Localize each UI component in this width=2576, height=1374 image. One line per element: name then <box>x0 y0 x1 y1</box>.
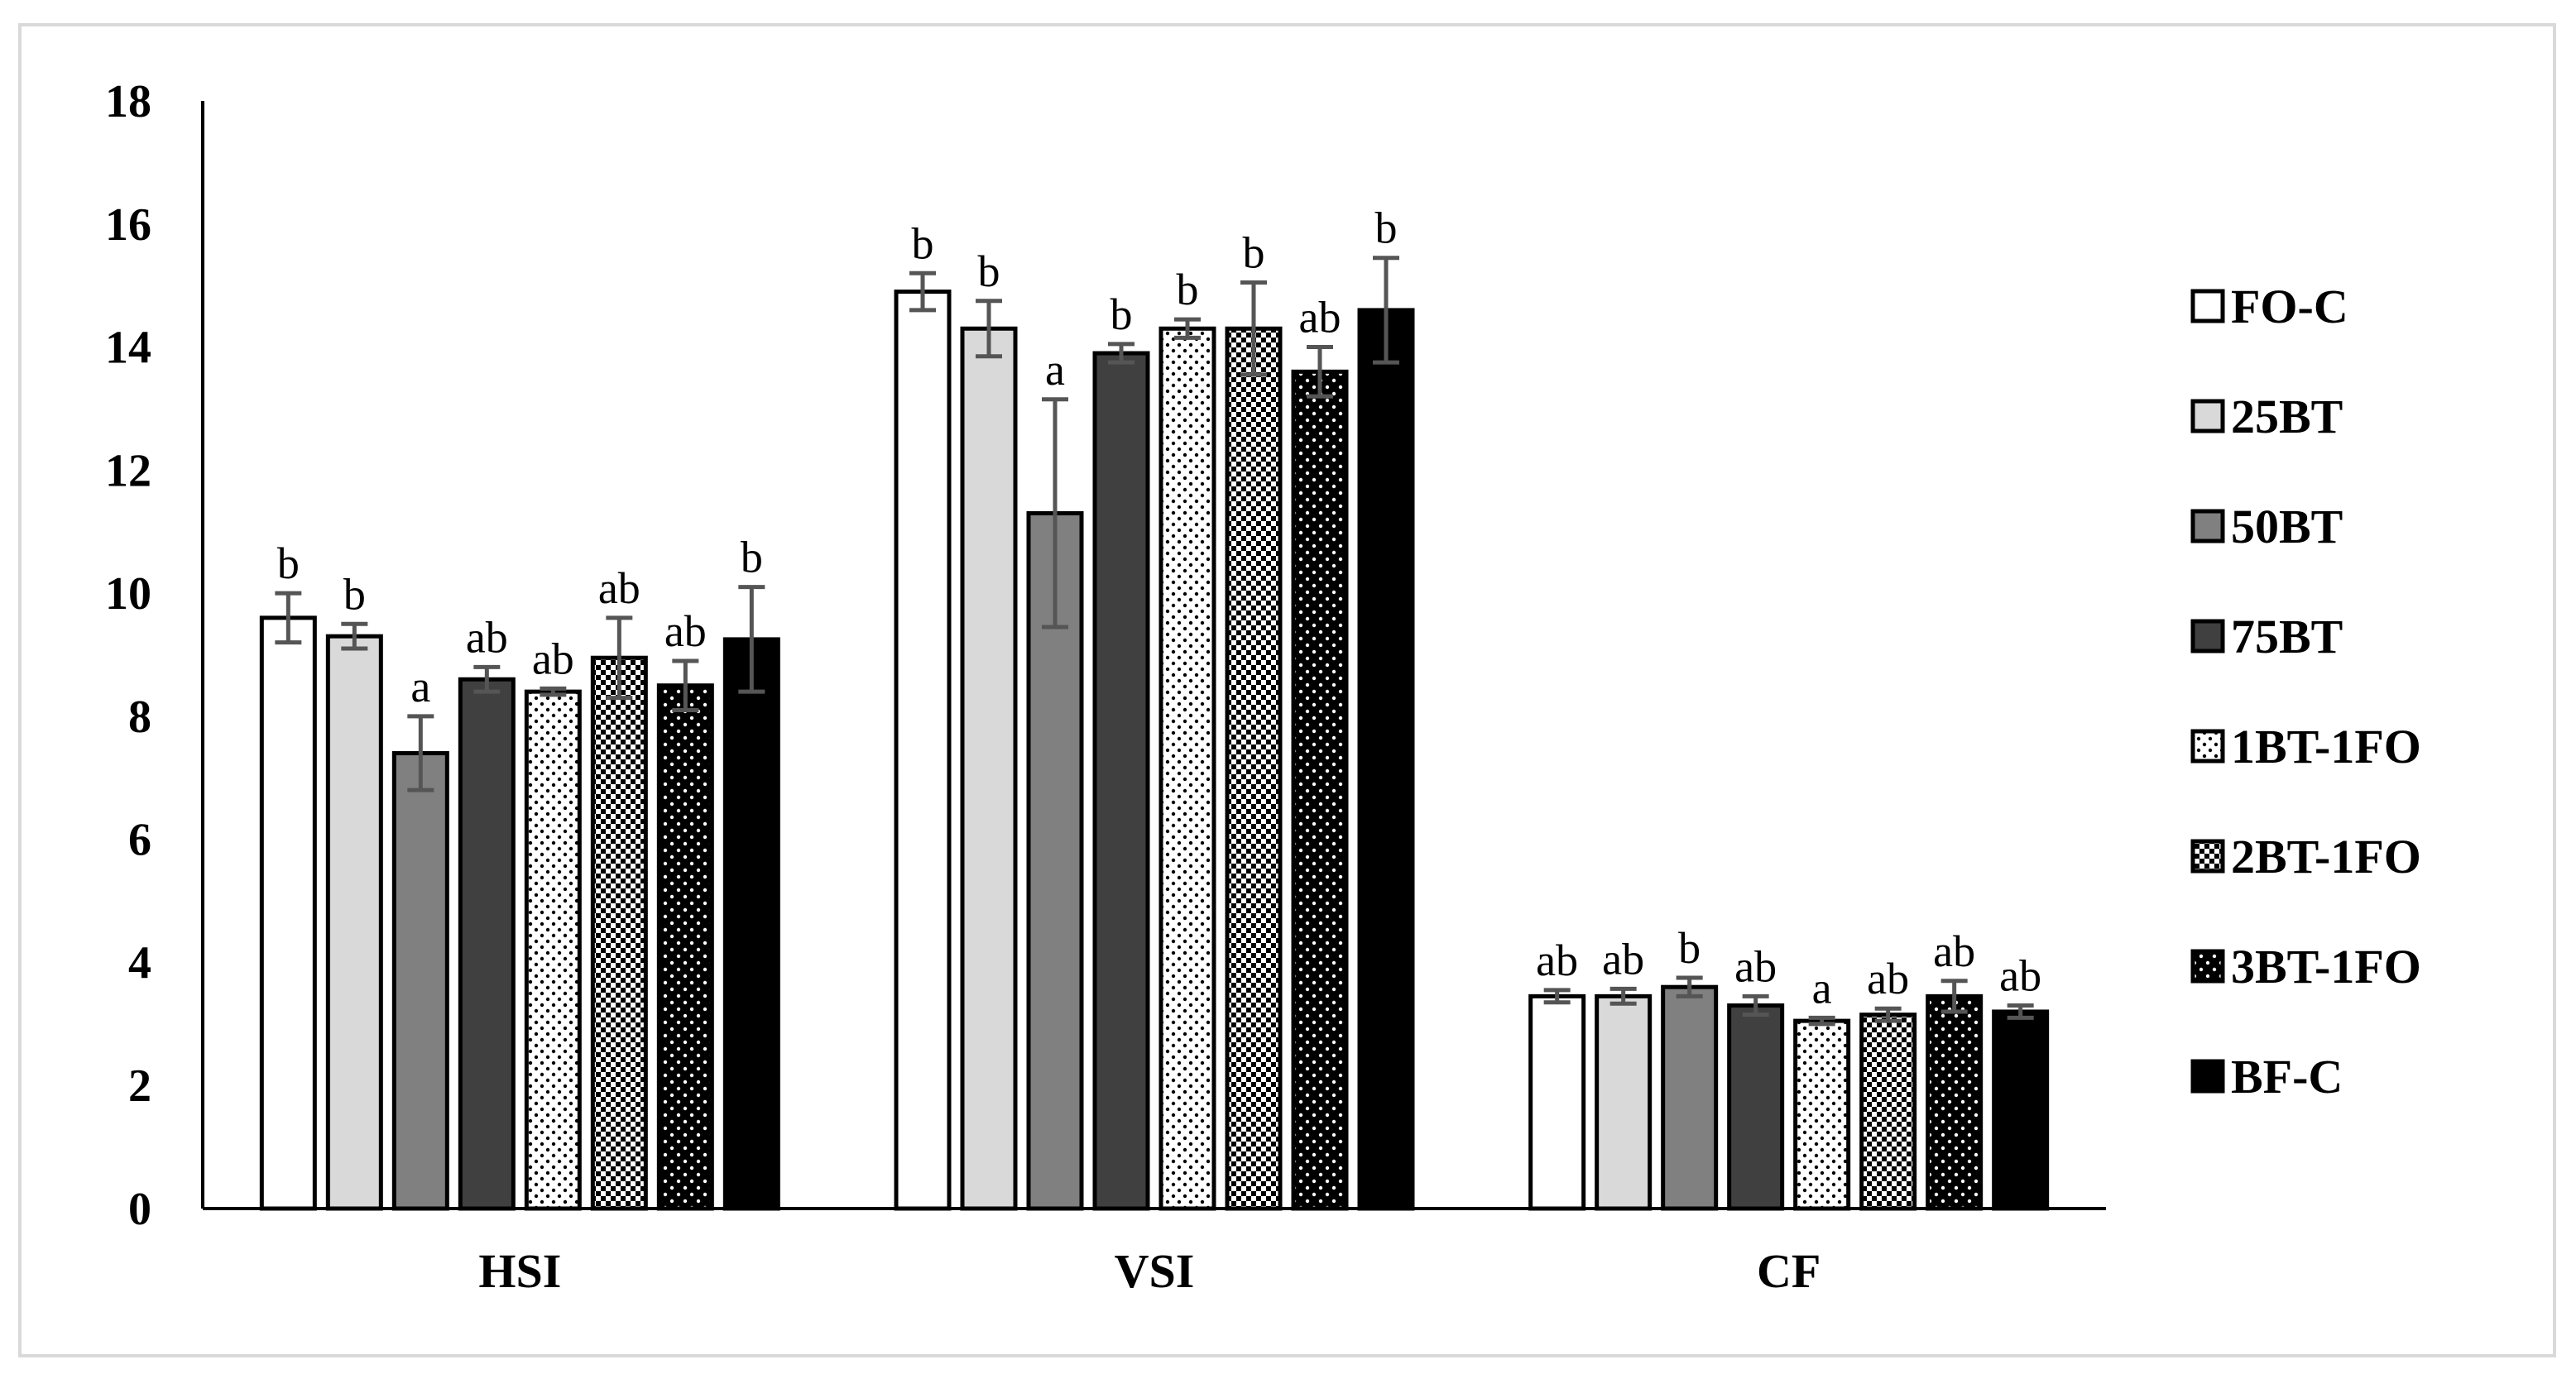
significance-label: ab <box>1536 936 1578 985</box>
legend-swatch-25bt <box>2190 399 2225 433</box>
legend-label-75bt: 75BT <box>2231 610 2343 663</box>
bar-50bt-cf <box>1661 984 1719 1211</box>
bar-75bt-vsi <box>1092 351 1150 1211</box>
y-tick-label: 6 <box>128 815 151 866</box>
bar-fo-c-vsi <box>894 290 952 1211</box>
y-tick-label: 16 <box>105 199 151 251</box>
bar-bf-c-cf <box>1992 1009 2050 1211</box>
significance-label: b <box>912 218 934 268</box>
bar-75bt-cf <box>1727 1003 1785 1211</box>
x-category-label: HSI <box>478 1244 561 1298</box>
significance-label: b <box>1375 203 1398 253</box>
y-tick-label: 8 <box>128 692 151 743</box>
legend-swatch-50bt <box>2190 509 2225 543</box>
significance-label: ab <box>466 612 508 662</box>
significance-label: b <box>1111 290 1133 339</box>
bar-3bt-1fo-hsi <box>656 683 714 1211</box>
y-tick-label: 2 <box>128 1060 151 1112</box>
significance-label: ab <box>1867 954 1909 1003</box>
legend-swatch-3bt-1fo <box>2190 949 2225 984</box>
legend-label-25bt: 25BT <box>2231 390 2343 443</box>
significance-label: b <box>343 569 366 619</box>
legend-swatch-1bt-1fo <box>2190 729 2225 764</box>
bar-25bt-vsi <box>960 326 1018 1211</box>
legend-swatch-fo-c <box>2190 289 2225 323</box>
significance-label: b <box>1678 923 1701 973</box>
bar-fo-c-cf <box>1528 993 1586 1211</box>
bar-1bt-1fo-vsi <box>1158 326 1216 1211</box>
legend-label-50bt: 50BT <box>2231 500 2343 553</box>
bar-75bt-hsi <box>458 677 516 1211</box>
significance-label: ab <box>664 606 707 656</box>
significance-label: a <box>410 662 430 711</box>
bar-25bt-cf <box>1595 993 1653 1211</box>
significance-label: b <box>1177 265 1199 314</box>
legend-swatch-bf-c <box>2190 1059 2225 1094</box>
bar-2bt-1fo-vsi <box>1225 326 1283 1211</box>
bar-bf-c-vsi <box>1357 308 1415 1211</box>
bar-2bt-1fo-hsi <box>590 655 648 1211</box>
significance-label: ab <box>532 634 574 683</box>
y-tick-label: 0 <box>128 1184 151 1235</box>
x-axis: HSI VSI CF <box>203 1207 2106 1298</box>
significance-label: ab <box>598 563 640 613</box>
legend-swatch-2bt-1fo <box>2190 839 2225 874</box>
legend-label-1bt-1fo: 1BT-1FO <box>2231 720 2421 773</box>
legend-label-fo-c: FO-C <box>2231 280 2348 333</box>
legend-label-2bt-1fo: 2BT-1FO <box>2231 830 2421 883</box>
legend-label-bf-c: BF-C <box>2231 1050 2343 1104</box>
bar-1bt-1fo-hsi <box>524 689 582 1211</box>
legend-label-3bt-1fo: 3BT-1FO <box>2231 940 2421 993</box>
bar-25bt-hsi <box>325 634 383 1211</box>
y-tick-label: 18 <box>105 76 151 127</box>
bar-50bt-hsi <box>391 751 449 1211</box>
bar-bf-c-hsi <box>722 637 780 1211</box>
significance-label: ab <box>1734 941 1777 991</box>
significance-label: b <box>1243 227 1265 277</box>
significance-label: a <box>1045 345 1065 395</box>
bar-2bt-1fo-cf <box>1859 1013 1917 1211</box>
legend-swatch-75bt <box>2190 619 2225 653</box>
significance-label: b <box>741 533 763 582</box>
y-axis: 0 2 4 6 8 10 12 14 16 18 <box>105 76 204 1235</box>
legend: FO-C 25BT 50BT 75BT 1BT-1FO 2BT-1FO 3BT-1FO BF-… <box>2190 280 2421 1104</box>
significance-label: ab <box>1602 934 1644 984</box>
x-category-label: CF <box>1757 1244 1820 1298</box>
significance-label: ab <box>1933 926 1975 976</box>
significance-label: ab <box>1299 293 1341 342</box>
significance-label: a <box>1812 963 1832 1013</box>
y-tick-label: 12 <box>105 445 151 496</box>
significance-label: b <box>978 247 1000 296</box>
significance-label: b <box>277 539 300 588</box>
y-tick-label: 4 <box>128 937 151 989</box>
bar-3bt-1fo-vsi <box>1291 369 1349 1211</box>
y-tick-label: 10 <box>105 568 151 620</box>
bar-fo-c-hsi <box>259 615 317 1211</box>
bar-1bt-1fo-cf <box>1793 1018 1851 1211</box>
bar-3bt-1fo-cf <box>1926 993 1984 1211</box>
x-category-label: VSI <box>1115 1244 1195 1298</box>
y-tick-label: 14 <box>105 323 151 374</box>
significance-label: ab <box>1999 951 2041 1001</box>
